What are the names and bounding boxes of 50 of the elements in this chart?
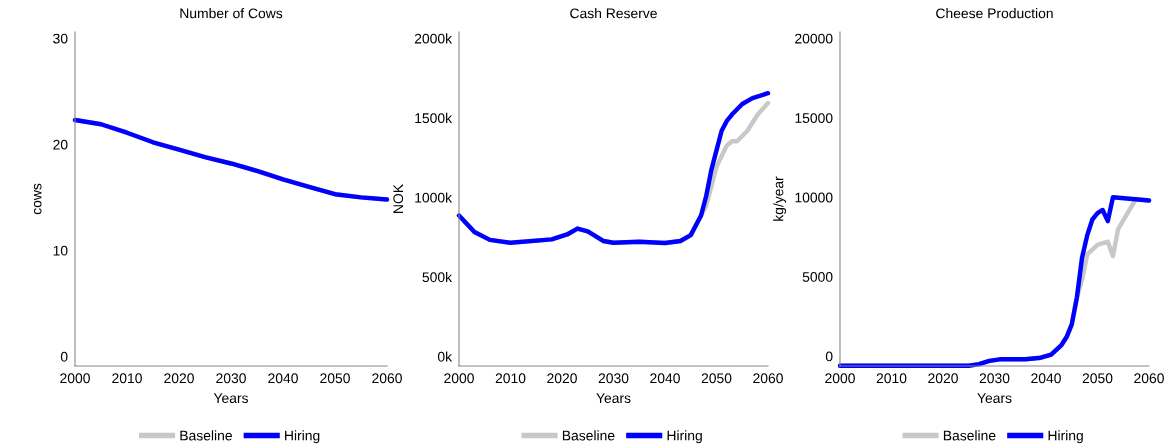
x-tick-label: 2010 <box>112 373 142 384</box>
y-tick-label: 1500k <box>415 112 453 124</box>
x-tick-label: 2060 <box>753 373 783 384</box>
x-tick-label: 2060 <box>372 373 402 384</box>
x-tick-label: 2000 <box>60 373 90 384</box>
x-tick-label: 2010 <box>876 373 907 384</box>
x-tick-label: 2030 <box>979 373 1010 384</box>
x-axis-title: Years <box>596 393 631 404</box>
legend-label: Baseline <box>180 430 232 441</box>
y-tick-label: 0 <box>825 351 833 362</box>
x-tick-label: 2050 <box>320 373 350 384</box>
x-tick-label: 2040 <box>1031 373 1061 384</box>
y-tick-label: 10000 <box>795 192 833 203</box>
y-tick-label: 20 <box>53 139 68 150</box>
x-tick-label: 2000 <box>444 373 474 384</box>
y-tick-label: 2000k <box>414 33 453 44</box>
legend-label: Baseline <box>562 430 615 441</box>
legend-label: Hiring <box>667 430 702 444</box>
y-tick-label: 10 <box>53 245 68 256</box>
x-tick-label: 2050 <box>701 373 732 384</box>
y-axis-title: cows <box>33 183 42 215</box>
x-axis-title: Years <box>977 393 1012 404</box>
x-tick-label: 2040 <box>650 373 680 384</box>
x-tick-label: 2000 <box>825 373 855 384</box>
chart-title: Cash Reserve <box>570 8 657 19</box>
x-tick-label: 2040 <box>268 373 298 384</box>
y-tick-label: 5000 <box>802 272 833 282</box>
y-tick-label: 30 <box>53 33 68 44</box>
x-tick-label: 2020 <box>928 373 958 384</box>
x-tick-label: 2050 <box>1082 373 1113 384</box>
x-tick-label: 2030 <box>598 373 629 384</box>
y-tick-label: 0 <box>60 351 68 362</box>
x-tick-label: 2010 <box>495 373 526 384</box>
x-tick-label: 2030 <box>216 373 246 384</box>
x-axis-title: Years <box>213 393 249 404</box>
y-axis-title: kg/year <box>773 176 787 221</box>
y-axis-title: NOK <box>393 184 404 213</box>
legend-label: Baseline <box>943 430 996 441</box>
chart-title: Cheese Production <box>936 8 1053 19</box>
y-tick-label: 0k <box>437 351 453 362</box>
y-tick-label: 20000 <box>795 33 833 44</box>
legend-label: Hiring <box>1048 430 1083 444</box>
chart-title: Number of Cows <box>180 8 283 19</box>
x-tick-label: 2020 <box>547 373 577 384</box>
y-tick-label: 15000 <box>795 113 833 123</box>
x-tick-label: 2060 <box>1134 373 1164 384</box>
legend-label: Hiring <box>285 430 320 444</box>
y-tick-label: 500k <box>422 271 453 283</box>
x-tick-label: 2020 <box>164 373 194 384</box>
y-tick-label: 1000k <box>415 192 453 203</box>
